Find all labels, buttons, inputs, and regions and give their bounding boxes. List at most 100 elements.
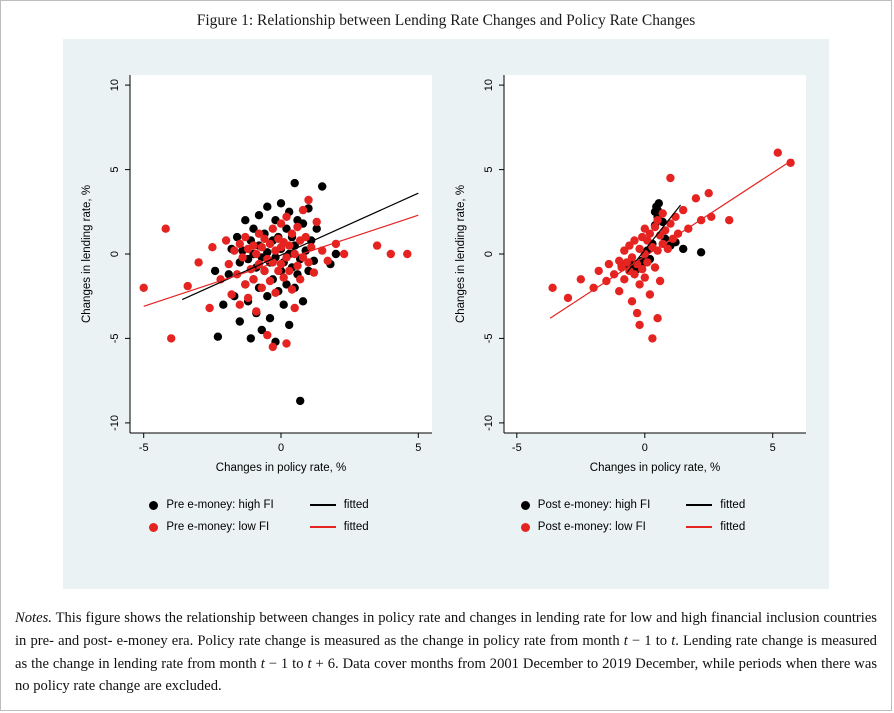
data-point [235,300,244,309]
data-point [604,259,614,269]
data-point [254,229,264,238]
x-tick-label: 5 [770,442,776,454]
legend-item: Post e-money: low FI [520,521,651,533]
data-point [252,249,261,259]
y-tick-label: -10 [109,415,121,431]
y-tick-label: -10 [483,415,495,431]
data-point [246,334,255,343]
data-point [263,248,272,257]
data-point [249,224,258,233]
data-point [645,290,655,299]
legend-label: Pre e-money: high FI [166,499,274,511]
legend-label: fitted [343,499,369,511]
plot-area [504,75,806,433]
data-point [650,263,660,272]
data-point [161,224,170,233]
data-point [643,236,652,245]
data-point [279,300,288,309]
y-tick-label: 5 [483,167,495,173]
notes-label: Notes. [15,610,52,626]
data-point [650,222,660,232]
notes-segment: t [307,655,312,672]
data-point [235,317,244,326]
data-point [243,293,253,303]
data-point [671,212,680,221]
data-point [704,189,713,198]
x-axis-label: Changes in policy rate, % [590,462,720,474]
x-axis-label: Changes in policy rate, % [216,462,346,474]
x-tick-label: -5 [512,442,522,454]
data-point [232,232,242,242]
data-point [653,216,662,225]
chart-post-emoney: -5 0 5 -10 -5 0 5 10 Changes in policy rate, % Ch… [448,61,818,533]
data-point [576,275,585,284]
data-point [249,241,258,250]
legend-label: fitted [720,499,746,511]
data-point [285,320,294,330]
data-point [696,248,706,257]
data-point [263,202,272,211]
dot-marker-icon [520,500,530,510]
data-point [625,241,634,250]
data-point [298,205,308,215]
data-point [263,292,272,301]
data-point [213,332,223,341]
dot-marker-icon [149,500,159,510]
data-point [265,239,275,249]
data-point [282,280,291,289]
data-point [658,209,667,218]
data-point [312,224,321,233]
data-point [655,276,665,286]
data-point [653,246,662,255]
data-point [265,276,275,286]
data-point [403,249,412,259]
y-tick-label: 0 [109,251,121,257]
data-point [241,216,250,225]
data-point [691,194,701,203]
legend-label: fitted [720,521,746,533]
data-point [707,212,716,221]
data-point [372,241,382,250]
data-point [296,396,305,406]
legend-item: fitted [686,499,745,511]
data-point [630,236,639,245]
data-point [290,303,299,313]
figure-notes: Notes. This figure shows the relationshi… [15,607,877,698]
data-point [205,303,214,313]
chart-pre-emoney: -5 0 5 -10 -5 0 5 10 Changes in policy rate, % Ch… [74,61,444,533]
data-point [627,253,637,262]
notes-segment: t [260,655,265,672]
data-point [290,178,299,188]
y-axis-label: Changes in lending rate, % [81,185,93,323]
x-tick-label: 0 [278,442,284,454]
data-point [293,222,302,232]
y-tick-label: 5 [109,167,121,173]
data-point [627,297,637,306]
data-point [615,256,624,265]
data-point [139,283,148,292]
data-point [653,314,662,323]
fitted-line [549,158,794,319]
data-point [276,219,286,228]
legend-item: fitted [686,521,745,533]
data-point [635,320,644,330]
post-emoney-legend: Post e-money: high FI fitted Post e-money:… [520,499,745,533]
data-point [666,219,675,228]
data-point [268,342,277,352]
data-point [235,239,244,249]
data-point [282,212,291,221]
data-point [227,290,236,299]
notes-segment: − 1 to [627,632,672,649]
line-marker-icon [686,504,713,506]
data-point [773,148,782,157]
dot-marker-icon [149,522,159,532]
data-point [254,211,264,220]
data-point [589,283,598,292]
legend-label: fitted [343,521,369,533]
data-point [224,270,233,279]
fitted-line [143,214,419,307]
legend-item: fitted [309,499,369,511]
pre-emoney-scatter-plot: -5 0 5 -10 -5 0 5 10 Changes in policy rate, % Ch… [81,75,432,474]
plot-area [130,75,432,433]
